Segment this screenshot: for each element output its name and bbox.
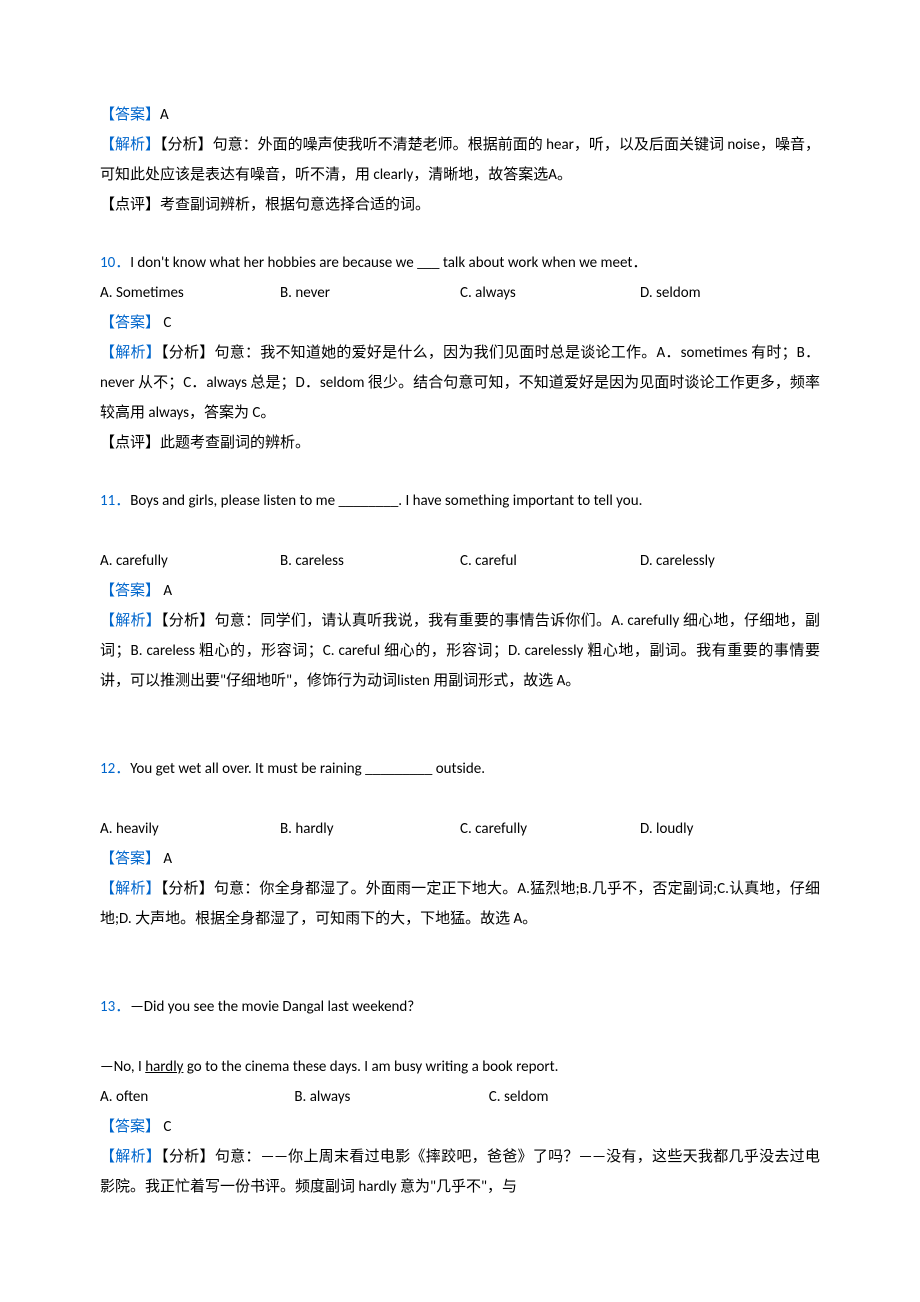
answer-label: 【答案】 <box>100 1118 160 1136</box>
option-b: B. hardly <box>280 814 460 844</box>
answer-value: A <box>160 106 169 124</box>
answer-label: 【答案】 <box>100 582 160 600</box>
spacer <box>100 784 820 814</box>
comment-line: 【点评】考查副词辨析，根据句意选择合适的词。 <box>100 190 820 220</box>
analysis-line: 【解析】【分析】句意：你全身都湿了。外面雨一定正下地大。A.猛烈地;B.几乎不，… <box>100 874 820 934</box>
question-9-tail: 【答案】A 【解析】【分析】句意：外面的噪声使我听不清楚老师。根据前面的 hea… <box>100 100 820 220</box>
spacer <box>100 724 820 754</box>
answer-value: C <box>160 1118 171 1136</box>
answer-label: 【答案】 <box>100 314 160 332</box>
question-12: 12．You get wet all over. It must be rain… <box>100 754 820 934</box>
answer-value: A <box>160 850 172 868</box>
answer-label: 【答案】 <box>100 850 160 868</box>
answer-value: C <box>160 314 171 332</box>
comment-line: 【点评】此题考查副词的辨析。 <box>100 428 820 458</box>
comment-label: 【点评】 <box>100 434 160 452</box>
question-number: 12． <box>100 760 130 778</box>
analysis-label: 【解析】 <box>100 1148 161 1166</box>
option-a: A. carefully <box>100 546 280 576</box>
analysis-label: 【解析】 <box>100 136 160 154</box>
question-stem: 12．You get wet all over. It must be rain… <box>100 754 820 784</box>
option-b: B. careless <box>280 546 460 576</box>
analysis-sub-label: 【分析】 <box>160 136 213 154</box>
stem2-pre: —No, I <box>100 1058 145 1076</box>
spacer <box>100 516 820 546</box>
stem-text: You get wet all over. It must be raining… <box>130 760 485 778</box>
option-d: D. seldom <box>640 278 820 308</box>
question-stem-2: —No, I hardly go to the cinema these day… <box>100 1052 820 1082</box>
analysis-line: 【解析】【分析】句意：外面的噪声使我听不清楚老师。根据前面的 hear，听，以及… <box>100 130 820 190</box>
comment-text: 此题考查副词的辨析。 <box>160 434 310 452</box>
answer-label: 【答案】 <box>100 106 160 124</box>
answer-value: A <box>160 582 172 600</box>
analysis-line: 【解析】【分析】句意：——你上周末看过电影《摔跤吧，爸爸》了吗？——没有，这些天… <box>100 1142 820 1202</box>
stem-text: I don't know what her hobbies are becaus… <box>130 254 647 272</box>
question-11: 11．Boys and girls, please listen to me _… <box>100 486 820 696</box>
option-c: C. seldom <box>489 1082 683 1112</box>
answer-line: 【答案】 A <box>100 576 820 606</box>
spacer <box>100 1022 820 1052</box>
option-d: D. loudly <box>640 814 820 844</box>
question-stem-1: 13．—Did you see the movie Dangal last we… <box>100 992 820 1022</box>
option-b: B. always <box>294 1082 488 1112</box>
option-c: C. carefully <box>460 814 640 844</box>
option-c: C. always <box>460 278 640 308</box>
analysis-line: 【解析】【分析】句意：我不知道她的爱好是什么，因为我们见面时总是谈论工作。A．s… <box>100 338 820 428</box>
answer-line: 【答案】 C <box>100 308 820 338</box>
spacer <box>100 962 820 992</box>
option-a: A. Sometimes <box>100 278 280 308</box>
option-a: A. heavily <box>100 814 280 844</box>
stem2-post: go to the cinema these days. I am busy w… <box>183 1058 558 1076</box>
analysis-label: 【解析】 <box>100 880 161 898</box>
option-d: D. carelessly <box>640 546 820 576</box>
comment-label: 【点评】 <box>100 196 160 214</box>
options-row: A. often B. always C. seldom <box>100 1082 820 1112</box>
analysis-sub-label: 【分析】 <box>161 344 214 362</box>
stem-text-1: —Did you see the movie Dangal last weeke… <box>130 998 414 1016</box>
options-row: A. Sometimes B. never C. always D. seldo… <box>100 278 820 308</box>
question-number: 13． <box>100 998 130 1016</box>
question-stem: 11．Boys and girls, please listen to me _… <box>100 486 820 516</box>
analysis-label: 【解析】 <box>100 612 161 630</box>
question-10: 10．I don't know what her hobbies are bec… <box>100 248 820 458</box>
question-number: 11． <box>100 492 130 510</box>
comment-text: 考查副词辨析，根据句意选择合适的词。 <box>160 196 430 214</box>
question-13: 13．—Did you see the movie Dangal last we… <box>100 992 820 1202</box>
answer-line: 【答案】 C <box>100 1112 820 1142</box>
options-row: A. carefully B. careless C. careful D. c… <box>100 546 820 576</box>
answer-line: 【答案】A <box>100 100 820 130</box>
stem-text: Boys and girls, please listen to me ____… <box>130 492 642 510</box>
answer-line: 【答案】 A <box>100 844 820 874</box>
analysis-sub-label: 【分析】 <box>161 880 214 898</box>
question-stem: 10．I don't know what her hobbies are bec… <box>100 248 820 278</box>
analysis-line: 【解析】【分析】句意：同学们，请认真听我说，我有重要的事情告诉你们。A. car… <box>100 606 820 696</box>
analysis-label: 【解析】 <box>100 344 161 362</box>
question-number: 10． <box>100 254 130 272</box>
analysis-sub-label: 【分析】 <box>161 1148 215 1166</box>
stem2-underline: hardly <box>145 1058 183 1076</box>
option-b: B. never <box>280 278 460 308</box>
option-a: A. often <box>100 1082 294 1112</box>
analysis-sub-label: 【分析】 <box>161 612 215 630</box>
option-c: C. careful <box>460 546 640 576</box>
options-row: A. heavily B. hardly C. carefully D. lou… <box>100 814 820 844</box>
